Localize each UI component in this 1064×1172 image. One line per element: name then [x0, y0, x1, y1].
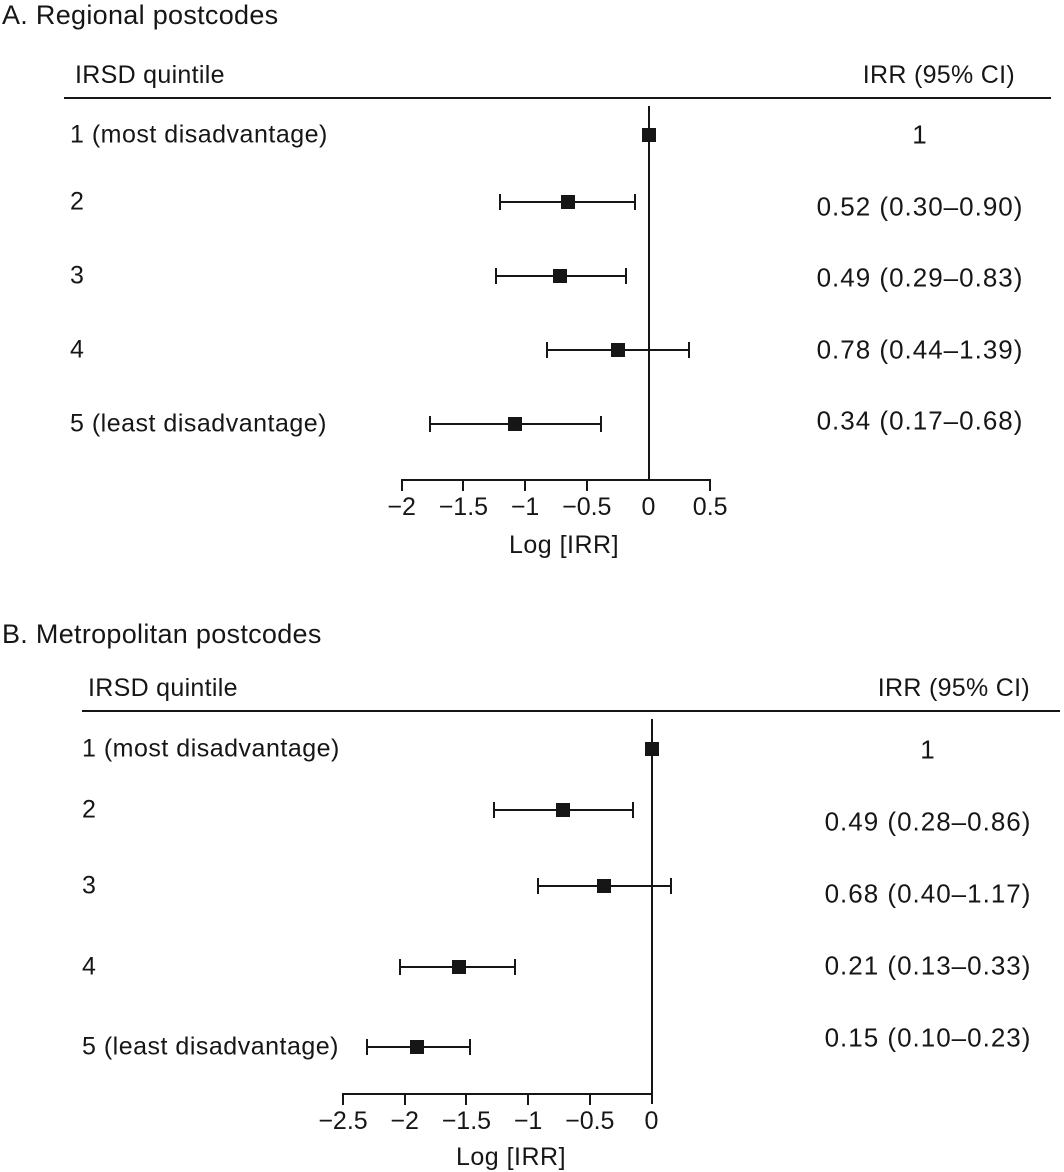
- reference-zero-line: [650, 719, 653, 1104]
- point-marker: [560, 195, 575, 209]
- ci-cap-left: [537, 878, 540, 894]
- axis-tick-label: −0.5: [565, 1107, 615, 1135]
- ci-cap-left: [398, 959, 401, 975]
- row-label: 5 (least disadvantage): [70, 409, 327, 438]
- axis-tick-label: −1: [513, 1107, 543, 1135]
- row-label: 1 (most disadvantage): [70, 120, 328, 149]
- axis-tick: [524, 479, 527, 491]
- panel-a-title: A. Regional postcodes: [2, 0, 279, 30]
- axis-tick: [465, 1093, 468, 1105]
- axis-tick: [342, 1093, 344, 1105]
- irr-value: 1: [920, 734, 936, 765]
- row-label: 4: [82, 952, 97, 981]
- panel-b-right-column-header: IRR (95% CI): [877, 674, 1030, 702]
- axis-tick-label: −1: [510, 493, 540, 521]
- ci-cap-left: [498, 194, 501, 210]
- irr-value: 1: [912, 119, 928, 150]
- ci-cap-right: [634, 194, 637, 210]
- irr-value: 0.52 (0.30–0.90): [816, 191, 1024, 222]
- row-label: 4: [70, 335, 85, 364]
- irr-value: 0.34 (0.17–0.68): [816, 405, 1024, 436]
- irr-value: 0.49 (0.29–0.83): [816, 262, 1024, 293]
- axis-tick-label: 0.5: [692, 493, 728, 521]
- ci-cap-right: [513, 959, 516, 975]
- reference-zero-line: [647, 106, 650, 481]
- axis-tick: [403, 1093, 406, 1105]
- row-label: 3: [82, 871, 97, 900]
- row-label: 1 (most disadvantage): [82, 734, 340, 763]
- panel-b-x-axis-label: Log [IRR]: [455, 1143, 567, 1171]
- irr-value: 0.78 (0.44–1.39): [816, 334, 1024, 365]
- panel-a-left-column-header: IRSD quintile: [75, 61, 225, 89]
- axis-tick-label: 0: [641, 493, 656, 521]
- ci-cap-left: [366, 1039, 369, 1055]
- axis-tick-label: −0.5: [562, 493, 612, 521]
- axis-tick-label: −2: [387, 493, 416, 521]
- x-axis-line: [342, 1093, 653, 1095]
- axis-tick-label: −1.5: [441, 1107, 492, 1135]
- ci-cap-left: [546, 342, 549, 358]
- point-marker: [644, 742, 659, 756]
- point-marker: [451, 960, 466, 974]
- ci-cap-left: [494, 268, 497, 284]
- ci-cap-right: [688, 342, 691, 358]
- irr-value: 0.15 (0.10–0.23): [824, 1022, 1032, 1053]
- ci-cap-right: [624, 268, 627, 284]
- row-label: 3: [70, 261, 85, 290]
- ci-cap-left: [493, 802, 496, 818]
- ci-cap-right: [669, 878, 672, 894]
- panel-a-header-rule: [64, 97, 1051, 99]
- axis-tick: [462, 479, 465, 491]
- irr-value: 0.21 (0.13–0.33): [824, 950, 1032, 981]
- ci-cap-left: [428, 416, 431, 432]
- axis-tick: [588, 1093, 591, 1105]
- ci-cap-right: [599, 416, 602, 432]
- axis-tick-label: −1.5: [438, 493, 489, 521]
- ci-cap-right: [469, 1039, 472, 1055]
- point-marker: [641, 128, 656, 142]
- x-axis-line: [400, 479, 712, 481]
- axis-tick: [400, 479, 403, 491]
- panel-b-left-column-header: IRSD quintile: [88, 674, 238, 702]
- point-marker: [410, 1040, 425, 1054]
- point-marker: [553, 269, 568, 283]
- ci-cap-right: [631, 802, 634, 818]
- axis-tick-label: −2: [390, 1107, 419, 1135]
- axis-tick-label: −2.5: [318, 1107, 368, 1135]
- axis-tick: [527, 1093, 530, 1105]
- point-marker: [508, 417, 523, 431]
- point-marker: [610, 343, 625, 357]
- axis-tick-label: 0: [644, 1107, 659, 1135]
- point-marker: [556, 803, 571, 817]
- panel-a-right-column-header: IRR (95% CI): [862, 61, 1015, 89]
- axis-tick: [585, 479, 588, 491]
- irr-value: 0.49 (0.28–0.86): [824, 806, 1032, 837]
- axis-tick: [709, 479, 712, 491]
- point-marker: [596, 879, 611, 893]
- row-label: 5 (least disadvantage): [82, 1032, 339, 1061]
- panel-a-x-axis-label: Log [IRR]: [508, 531, 620, 559]
- row-label: 2: [70, 187, 85, 216]
- panel-b-title: B. Metropolitan postcodes: [2, 619, 322, 649]
- irr-value: 0.68 (0.40–1.17): [824, 878, 1032, 909]
- row-label: 2: [82, 795, 97, 824]
- panel-b-header-rule: [82, 710, 1060, 712]
